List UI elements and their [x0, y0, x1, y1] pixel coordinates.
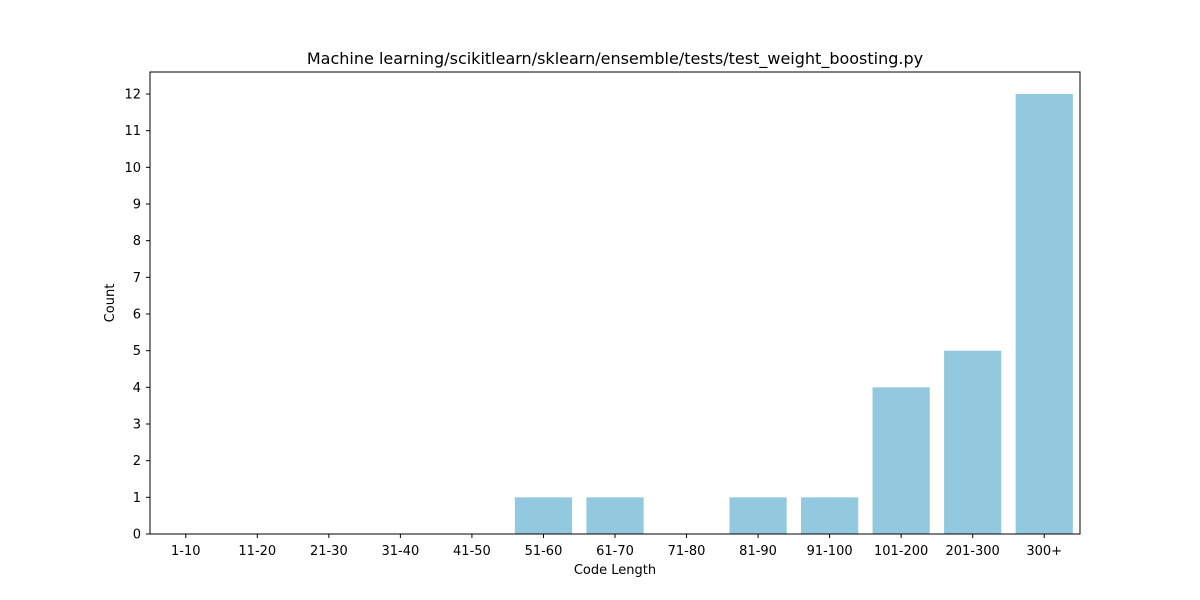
y-tick-label: 8	[133, 234, 141, 249]
bar-91-100	[801, 497, 859, 534]
y-tick-label: 4	[133, 381, 141, 396]
x-tick-label: 91-100	[807, 544, 853, 559]
x-tick-label: 41-50	[453, 544, 491, 559]
plot-frame	[149, 71, 1081, 535]
bar-201-300	[944, 350, 1002, 534]
y-tick-label: 10	[124, 161, 141, 176]
x-axis-label: Code Length	[574, 563, 656, 578]
bars-group	[514, 94, 1073, 534]
y-tick-label: 6	[133, 308, 141, 323]
x-axis-ticks: 1-10 11-20 21-30 31-40 41-50 51-60 61-70 71-80 8…	[171, 534, 1062, 559]
bar-300+	[1015, 94, 1073, 534]
y-tick-label: 11	[124, 124, 141, 139]
bar-61-70	[586, 497, 644, 534]
x-tick-label: 31-40	[381, 544, 419, 559]
y-tick-label: 1	[133, 491, 141, 506]
x-tick-label: 201-300	[946, 544, 1000, 559]
bar-101-200	[872, 387, 930, 534]
y-tick-label: 0	[133, 528, 141, 543]
bar-51-60	[514, 497, 573, 534]
x-tick-label: 61-70	[596, 544, 634, 559]
x-tick-label: 21-30	[310, 544, 348, 559]
x-tick-label: 71-80	[668, 544, 706, 559]
x-tick-label: 11-20	[238, 544, 276, 559]
y-tick-label: 3	[133, 418, 141, 433]
y-tick-label: 7	[133, 271, 141, 286]
y-axis-label: Count	[103, 284, 118, 323]
y-tick-label: 12	[124, 88, 141, 103]
x-tick-label: 81-90	[739, 544, 777, 559]
chart-title: Machine learning/scikitlearn/sklearn/ens…	[307, 49, 923, 69]
x-tick-label: 1-10	[171, 544, 201, 559]
y-tick-label: 9	[133, 198, 141, 213]
x-tick-label: 300+	[1026, 544, 1062, 559]
y-tick-label: 5	[133, 344, 141, 359]
x-tick-label: 101-200	[874, 544, 928, 559]
x-tick-label: 51-60	[525, 544, 563, 559]
y-tick-label: 2	[133, 454, 141, 469]
bar-81-90	[729, 497, 787, 534]
